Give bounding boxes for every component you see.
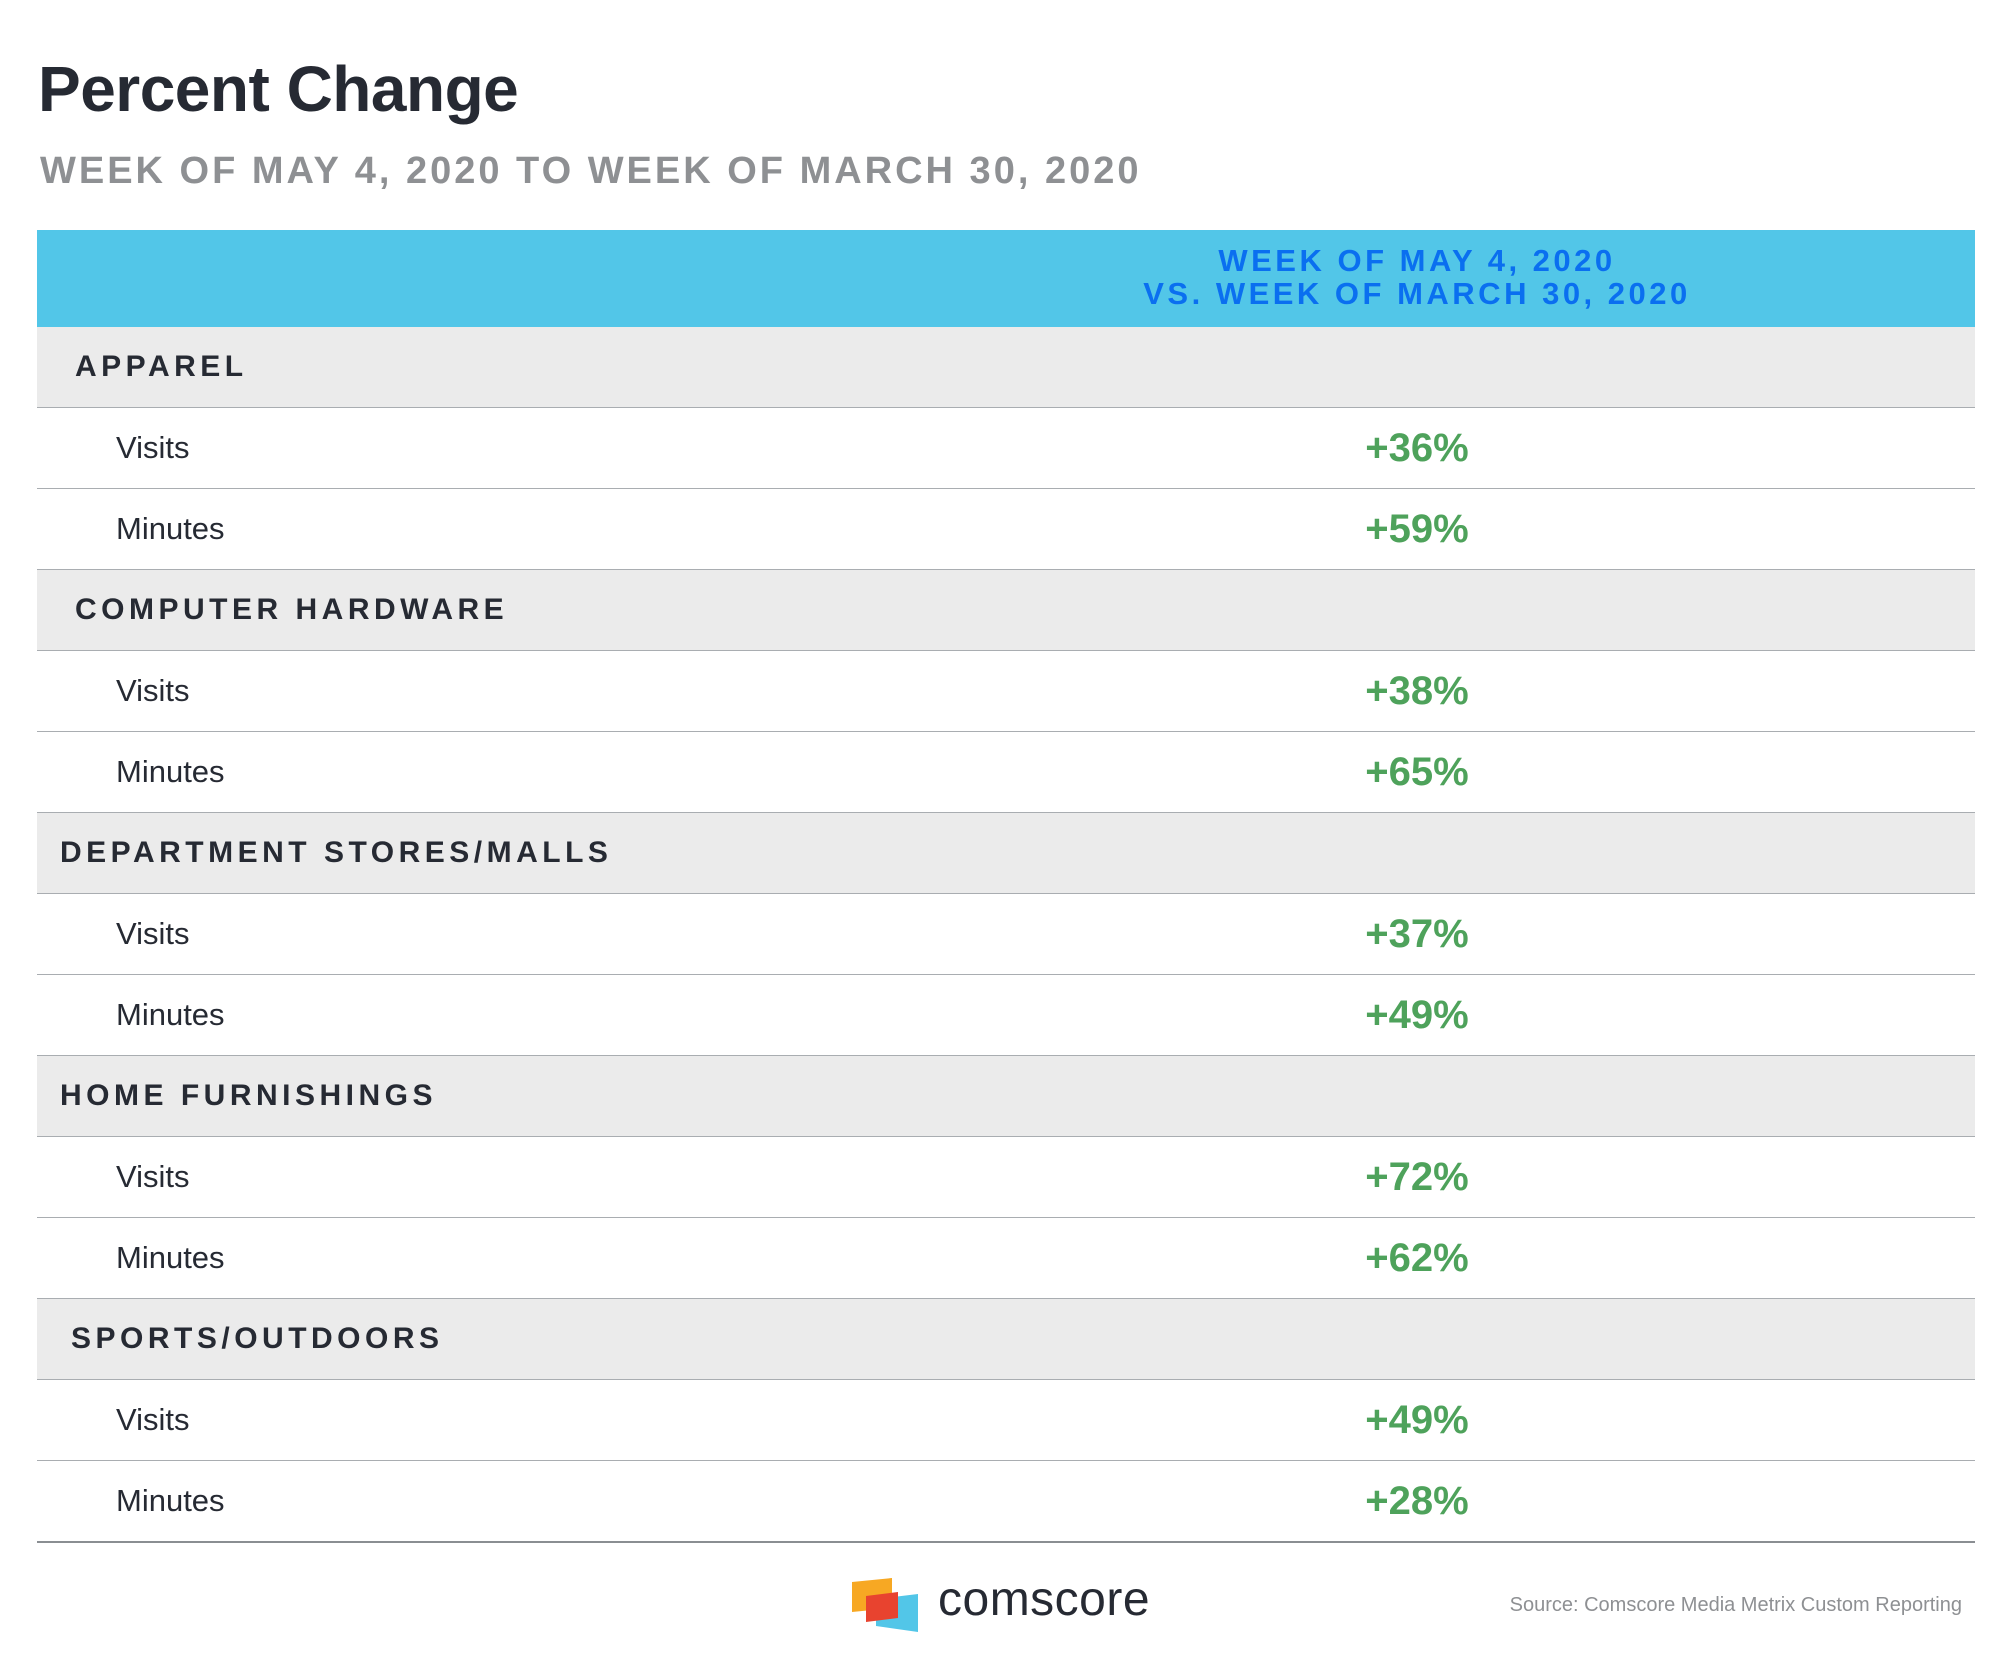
category-label: DEPARTMENT STORES/MALLS <box>60 836 613 869</box>
percent-change-value: +49% <box>1365 1398 1469 1442</box>
column-header-line-2: VS. WEEK OF MARCH 30, 2020 <box>1143 276 1691 311</box>
percent-change-table: WEEK OF MAY 4, 2020 VS. WEEK OF MARCH 30… <box>37 230 1975 1543</box>
category-row: APPAREL <box>37 327 1975 408</box>
category-row: COMPUTER HARDWARE <box>37 570 1975 651</box>
comscore-wordmark: comscore <box>938 1573 1151 1626</box>
percent-change-value: +28% <box>1365 1479 1469 1523</box>
metric-label: Minutes <box>116 511 225 546</box>
metric-label: Visits <box>116 1159 190 1194</box>
metric-label: Minutes <box>116 1483 225 1518</box>
metric-row: Visits +37% <box>37 894 1975 975</box>
category-label: SPORTS/OUTDOORS <box>71 1322 444 1355</box>
category-label: HOME FURNISHINGS <box>60 1079 438 1112</box>
percent-change-value: +36% <box>1365 426 1469 470</box>
metric-label: Visits <box>116 673 190 708</box>
metric-row: Visits +38% <box>37 651 1975 732</box>
percent-change-value: +37% <box>1365 912 1469 956</box>
category-row: SPORTS/OUTDOORS <box>37 1299 1975 1380</box>
chart-subtitle: WEEK OF MAY 4, 2020 TO WEEK OF MARCH 30,… <box>40 150 1142 192</box>
metric-row: Visits +49% <box>37 1380 1975 1461</box>
comscore-logo-icon <box>852 1578 918 1632</box>
metric-label: Minutes <box>116 997 225 1032</box>
metric-row: Minutes +59% <box>37 489 1975 570</box>
percent-change-value: +65% <box>1365 750 1469 794</box>
metric-row: Visits +36% <box>37 408 1975 489</box>
metric-label: Visits <box>116 430 190 465</box>
category-label: APPAREL <box>75 350 248 383</box>
percent-change-value: +59% <box>1365 507 1469 551</box>
table-header: WEEK OF MAY 4, 2020 VS. WEEK OF MARCH 30… <box>37 230 1975 327</box>
percent-change-value: +38% <box>1365 669 1469 713</box>
metric-label: Visits <box>116 1402 190 1437</box>
metric-label: Minutes <box>116 754 225 789</box>
column-header-line-1: WEEK OF MAY 4, 2020 <box>1218 243 1616 278</box>
percent-change-value: +72% <box>1365 1155 1469 1199</box>
metric-label: Minutes <box>116 1240 225 1275</box>
metric-label: Visits <box>116 916 190 951</box>
category-row: HOME FURNISHINGS <box>37 1056 1975 1137</box>
percent-change-value: +62% <box>1365 1236 1469 1280</box>
source-note: Source: Comscore Media Metrix Custom Rep… <box>1509 1594 1962 1616</box>
percent-change-value: +49% <box>1365 993 1469 1037</box>
metric-row: Minutes +62% <box>37 1218 1975 1299</box>
metric-row: Minutes +28% <box>37 1461 1975 1543</box>
metric-row: Visits +72% <box>37 1137 1975 1218</box>
metric-row: Minutes +49% <box>37 975 1975 1056</box>
metric-row: Minutes +65% <box>37 732 1975 813</box>
logo-red-panel <box>866 1592 898 1622</box>
column-header: WEEK OF MAY 4, 2020 VS. WEEK OF MARCH 30… <box>1037 244 1797 310</box>
chart-title: Percent Change <box>38 53 519 125</box>
category-label: COMPUTER HARDWARE <box>75 593 509 626</box>
category-row: DEPARTMENT STORES/MALLS <box>37 813 1975 894</box>
table-body: APPAREL Visits +36% Minutes +59% COMPUTER HAR… <box>37 327 1975 1543</box>
